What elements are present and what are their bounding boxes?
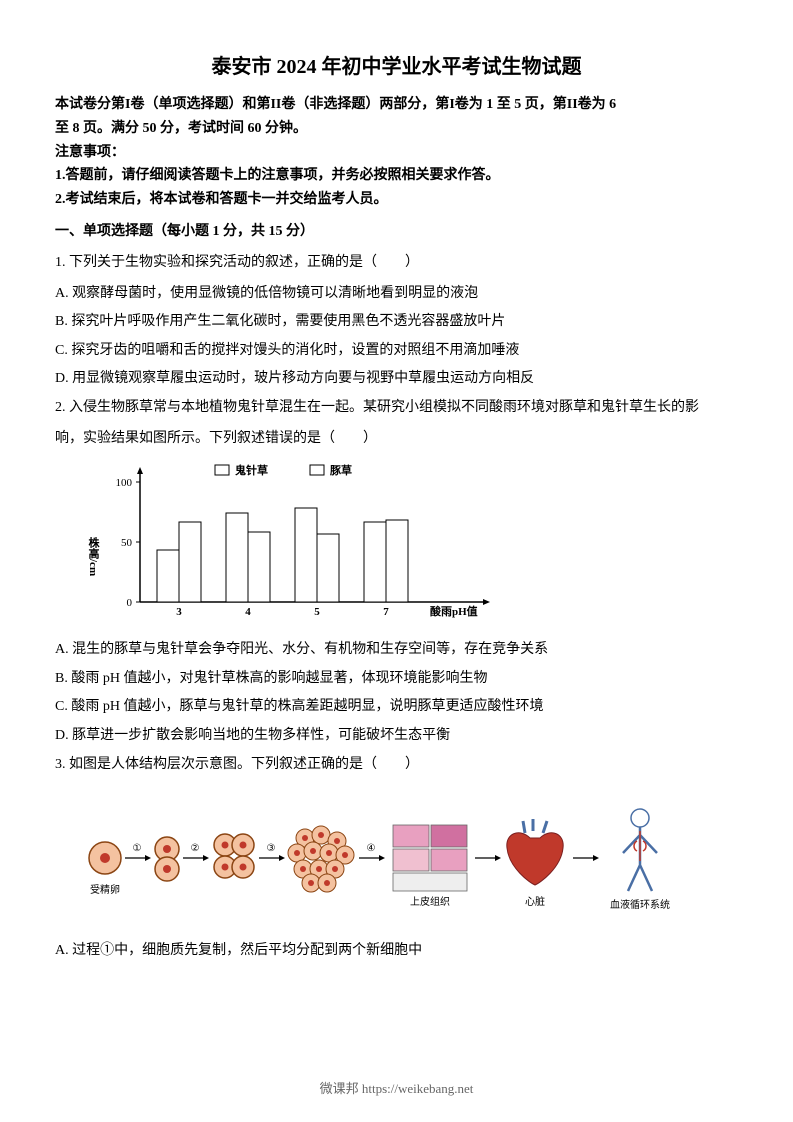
section-header: 一、单项选择题（每小题 1 分，共 15 分）	[55, 220, 738, 240]
bar-g4-s1	[364, 522, 386, 602]
question-2-option-a: A. 混生的豚草与鬼针草会争夺阳光、水分、有机物和生存空间等，存在竞争关系	[55, 637, 738, 664]
question-3-option-a: A. 过程①中，细胞质先复制，然后平均分配到两个新细胞中	[55, 938, 738, 965]
question-1-option-a: A. 观察酵母菌时，使用显微镜的低倍物镜可以清晰地看到明显的液泡	[55, 281, 738, 308]
y-tick-100: 100	[116, 477, 133, 489]
instruction-line: 1.答题前，请仔细阅读答题卡上的注意事项，并务必按照相关要求作答。	[55, 164, 738, 188]
bar-g1-s1	[157, 550, 179, 602]
instruction-line: 本试卷分第I卷（单项选择题）和第II卷（非选择题）两部分，第I卷为 1 至 5 …	[55, 93, 738, 117]
label-system: 血液循环系统	[610, 898, 670, 911]
x-cat-4: 4	[245, 606, 251, 618]
legend-item-2: 豚草	[330, 463, 352, 477]
x-cat-3: 3	[176, 606, 182, 618]
x-axis-label: 酸雨pH值	[430, 604, 478, 618]
question-2-option-b: B. 酸雨 pH 值越小，对鬼针草株高的影响越显著，体现环境能影响生物	[55, 666, 738, 693]
bar-chart: 0 50 100 株高/cm 鬼针草 豚草 3 4 5 7 酸雨pH值	[85, 462, 505, 627]
bar-g3-s1	[295, 508, 317, 602]
arrow-4-label: ④	[367, 843, 376, 854]
chart-svg: 0 50 100 株高/cm 鬼针草 豚草 3 4 5 7 酸雨pH值	[85, 462, 505, 627]
legend-item-1: 鬼针草	[235, 463, 268, 477]
bar-g4-s2	[386, 520, 408, 602]
page-title: 泰安市 2024 年初中学业水平考试生物试题	[55, 50, 738, 79]
page-footer: 微课邦 https://weikebang.net	[0, 1078, 793, 1097]
bar-g2-s2	[248, 532, 270, 602]
x-cat-7: 7	[383, 606, 389, 618]
cell-diagram: 受精卵 ① ② ③	[75, 793, 715, 923]
question-1-option-b: B. 探究叶片呼吸作用产生二氧化碳时，需要使用黑色不透光容器盛放叶片	[55, 309, 738, 336]
instruction-line: 注意事项：	[55, 141, 738, 165]
label-organ: 心脏	[525, 895, 545, 908]
label-tissue: 上皮组织	[410, 895, 450, 908]
question-2-stem-line2: 响，实验结果如图所示。下列叙述错误的是（ ）	[55, 426, 738, 453]
arrow-2-label: ②	[191, 843, 200, 854]
cell-cluster	[288, 826, 354, 892]
arrow-3-label: ③	[267, 843, 276, 854]
question-1-stem: 1. 下列关于生物实验和探究活动的叙述，正确的是（ ）	[55, 250, 738, 277]
question-1-option-d: D. 用显微镜观察草履虫运动时，玻片移动方向要与视野中草履虫运动方向相反	[55, 366, 738, 393]
bar-g2-s1	[226, 513, 248, 602]
x-cat-5: 5	[314, 606, 320, 618]
bar-g1-s2	[179, 522, 201, 602]
bar-g3-s2	[317, 534, 339, 602]
question-3-stem: 3. 如图是人体结构层次示意图。下列叙述正确的是（ ）	[55, 752, 738, 779]
question-2-option-c: C. 酸雨 pH 值越小，豚草与鬼针草的株高差距越明显，说明豚草更适应酸性环境	[55, 694, 738, 721]
diagram-svg: 受精卵 ① ② ③	[75, 793, 715, 923]
instruction-line: 至 8 页。满分 50 分，考试时间 60 分钟。	[55, 117, 738, 141]
exam-instructions: 本试卷分第I卷（单项选择题）和第II卷（非选择题）两部分，第I卷为 1 至 5 …	[55, 93, 738, 212]
arrow-1-label: ①	[133, 843, 142, 854]
label-start: 受精卵	[90, 883, 120, 896]
body-system-icon	[623, 809, 657, 891]
y-axis-label: 株高/cm	[87, 536, 100, 576]
y-tick-50: 50	[121, 537, 133, 549]
y-tick-0: 0	[127, 597, 133, 609]
question-1-option-c: C. 探究牙齿的咀嚼和舌的搅拌对馒头的消化时，设置的对照组不用滴加唾液	[55, 338, 738, 365]
question-2-stem-line1: 2. 入侵生物豚草常与本地植物鬼针草混生在一起。某研究小组模拟不同酸雨环境对豚草…	[55, 395, 738, 422]
instruction-line: 2.考试结束后，将本试卷和答题卡一并交给监考人员。	[55, 188, 738, 212]
question-2-option-d: D. 豚草进一步扩散会影响当地的生物多样性，可能破坏生态平衡	[55, 723, 738, 750]
